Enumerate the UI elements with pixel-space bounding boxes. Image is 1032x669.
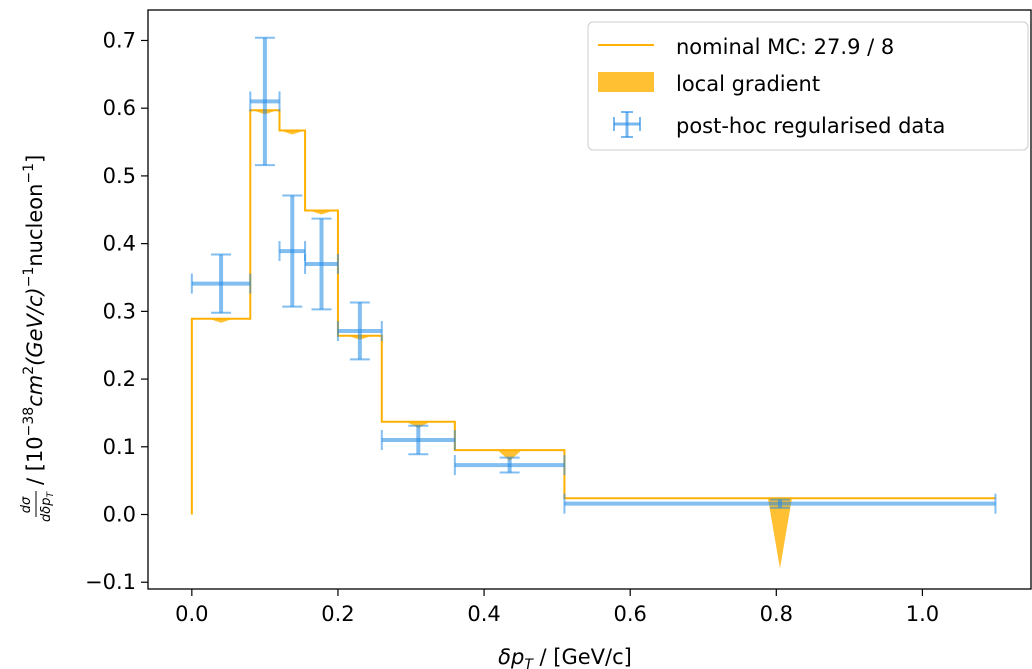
legend-data-label: post-hoc regularised data <box>676 114 945 138</box>
y-tick-label: 0.2 <box>103 367 136 391</box>
y-tick-label: 0.5 <box>103 164 136 188</box>
mc-step-layer <box>190 109 996 515</box>
y-tick-label: 0.4 <box>103 232 136 256</box>
legend: nominal MC: 27.9 / 8 local gradient post… <box>587 21 1029 151</box>
mc-step-line <box>190 109 996 515</box>
y-label-units: / [10−38cm2(GeV/c)−1nucleon−1] <box>21 155 47 485</box>
legend-gradient-label: local gradient <box>676 72 820 96</box>
x-tick-label: 1.0 <box>906 602 939 626</box>
data-errorbar-layer <box>190 36 997 514</box>
legend-mc-label: nominal MC: 27.9 / 8 <box>676 35 894 59</box>
x-axis-ticks: 0.0 0.2 0.4 0.6 0.8 1.0 <box>175 589 939 626</box>
data-point <box>453 455 566 476</box>
legend-gradient-swatch <box>598 72 654 92</box>
y-tick-label: 0.0 <box>103 503 136 527</box>
x-tick-label: 0.0 <box>175 602 208 626</box>
gradient-band-layer <box>209 110 792 569</box>
data-point <box>336 301 383 361</box>
y-axis-ticks: −0.1 0.0 0.1 0.2 0.3 0.4 0.5 0.6 0.7 <box>85 28 148 594</box>
x-tick-label: 0.6 <box>613 602 646 626</box>
data-point <box>380 424 456 456</box>
y-label-fraction-numerator: dσ <box>19 496 34 513</box>
y-tick-label: 0.6 <box>103 96 136 120</box>
gradient-spike <box>767 498 792 569</box>
y-tick-label: 0.1 <box>103 435 136 459</box>
data-point <box>249 36 281 167</box>
x-tick-label: 0.2 <box>321 602 354 626</box>
gradient-spike <box>406 421 431 428</box>
legend-data-swatch <box>613 111 641 138</box>
data-point <box>304 217 339 311</box>
gradient-spike <box>497 450 522 462</box>
x-axis-label: δpT / [GeV/c] <box>498 645 632 669</box>
data-point <box>278 194 307 308</box>
y-axis-label: dσ dδpT / [10−38cm2(GeV/c)−1nucleon−1] <box>19 155 56 522</box>
y-tick-label: −0.1 <box>85 570 136 594</box>
data-point <box>190 253 252 314</box>
x-tick-label: 0.4 <box>467 602 500 626</box>
x-tick-label: 0.8 <box>760 602 793 626</box>
legend-box <box>587 21 1029 151</box>
y-tick-label: 0.3 <box>103 299 136 323</box>
y-label-fraction-denominator: dδpT <box>39 491 56 522</box>
plot-frame <box>147 9 1032 590</box>
y-tick-label: 0.7 <box>103 28 136 52</box>
data-point <box>563 493 997 514</box>
